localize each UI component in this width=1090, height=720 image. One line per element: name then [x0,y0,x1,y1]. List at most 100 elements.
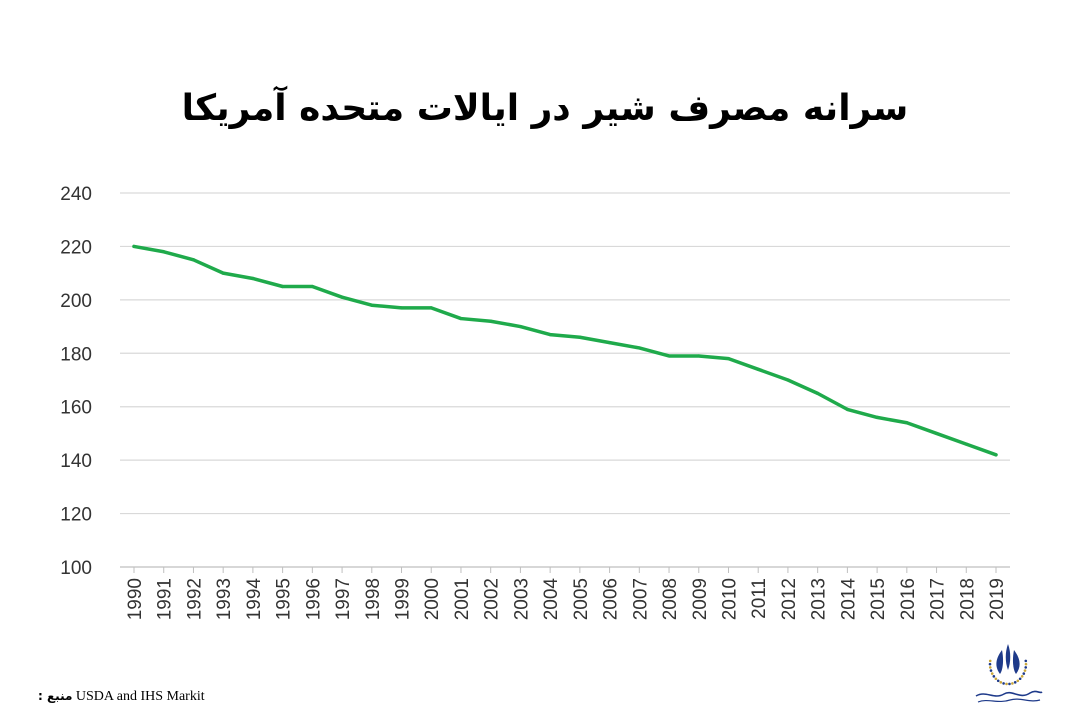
logo-dot [988,659,992,663]
x-tick-label: 2017 [928,578,949,620]
data-point [191,258,196,262]
x-tick-label: 2008 [660,578,681,620]
data-point [905,421,909,425]
data-point [518,324,523,329]
x-tick-label: 2015 [868,578,889,620]
data-point [340,295,344,299]
data-point [578,335,582,339]
x-tick-label: 2019 [987,578,1008,620]
logo-dot [1024,662,1028,666]
y-tick-label: 140 [60,451,92,472]
data-point [637,346,641,350]
logo-dot [1020,675,1024,678]
logo-dot [1024,666,1028,669]
y-tick-label: 100 [60,558,92,579]
x-tick-label: 2005 [571,578,592,620]
logo-dot [990,672,994,675]
x-tick-label: 2010 [719,578,740,620]
x-tick-label: 1991 [155,578,176,620]
logo-drop-right [1012,650,1020,674]
x-tick-label: 1995 [274,578,295,620]
logo-dot [1024,659,1028,663]
logo-drop-center [1005,644,1011,670]
data-point [281,284,285,289]
data-point [548,332,552,337]
x-tick-label: 2012 [779,578,800,620]
logo-dot [1018,677,1022,681]
data-point [756,367,760,371]
logo-dot [988,666,992,669]
logo-script-2 [977,698,1041,703]
y-tick-label: 120 [60,505,92,526]
x-tick-label: 1994 [244,578,265,621]
data-point [370,303,374,307]
logo-dot [994,677,998,681]
series-line [132,244,998,457]
logo-dot [1013,681,1017,684]
data-point [786,378,790,382]
logo-dot [1016,679,1020,683]
x-tick-label: 2001 [452,578,473,620]
x-tick-label: 2003 [511,578,532,620]
x-tick-label: 2002 [482,578,503,620]
data-point [489,319,493,323]
logo-dot [1008,682,1011,686]
x-tick-label: 2000 [422,578,443,620]
data-point [399,306,404,310]
y-tick-labels: 100 120 140 160 180 200 220 240 [60,184,92,579]
data-point [845,407,849,411]
data-point [459,316,463,321]
x-tick-label: 1996 [303,578,324,620]
y-tick-label: 160 [60,398,92,419]
logo-dots [988,659,1028,686]
data-point [667,354,671,358]
logo-dot [988,662,992,666]
logo-dot [1023,669,1027,672]
source-note: منبع : USDA and IHS Markit [38,689,205,705]
data-point [934,431,939,436]
x-tick-label: 2011 [749,578,770,619]
chart-title: سرانه مصرف شیر در ایالات متحده آمریکا [181,88,909,129]
logo-dot [999,681,1003,684]
data-point [964,442,968,446]
logo-dot [1005,682,1008,686]
x-axis [120,566,1010,573]
data-point [816,391,820,395]
x-tick-label: 2016 [898,578,919,620]
x-tick-label: 1997 [333,578,354,620]
data-point [429,306,433,310]
data-point [162,250,166,254]
series-layer [132,244,998,457]
x-tick-label: 1990 [125,578,146,620]
grid-lines [120,192,1010,515]
y-tick-label: 200 [60,291,92,312]
logo-dot [1002,682,1005,685]
logo-dot [1022,672,1026,675]
x-tick-label: 2014 [838,578,859,621]
data-point [251,276,255,281]
logo-dot [1011,682,1014,685]
data-point [607,341,612,345]
x-tick-label: 2013 [809,578,830,620]
data-point [994,453,998,457]
x-tick-label: 2004 [541,578,562,621]
x-tick-label: 1998 [363,578,384,620]
x-tick-label: 2018 [957,578,978,620]
data-point [726,357,731,361]
data-point [697,354,701,358]
source-text: USDA and IHS Markit [75,689,205,704]
x-tick-label: 1993 [214,578,235,620]
x-tick-label: 2009 [690,578,711,620]
data-point [310,284,314,289]
y-tick-label: 240 [60,184,92,205]
logo-dot [992,675,996,678]
source-label: منبع : [38,689,73,703]
logo-dot [989,669,993,672]
data-point [132,244,136,249]
data-point [221,271,225,275]
association-logo-icon [975,644,1043,703]
x-tick-label: 2006 [601,578,622,620]
logo-script [975,690,1043,697]
data-point [875,415,879,419]
